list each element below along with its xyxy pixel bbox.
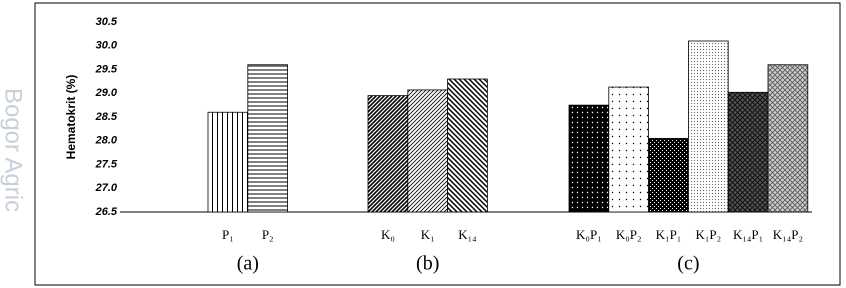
x-tick-label: K₁P₁ bbox=[656, 227, 682, 242]
y-tick-label: 29.5 bbox=[95, 63, 118, 75]
group-label: (a) bbox=[237, 253, 259, 275]
x-tick-label: P₁ bbox=[222, 227, 234, 242]
frame bbox=[34, 2, 841, 286]
watermark: Bogor Agric bbox=[0, 88, 27, 212]
x-tick-label: K₁ bbox=[421, 227, 435, 242]
y-tick-label: 28.5 bbox=[95, 111, 118, 123]
bar bbox=[648, 137, 689, 213]
bar bbox=[207, 111, 249, 213]
bar bbox=[688, 40, 729, 213]
x-tick-label: K₁₄P₁ bbox=[733, 227, 763, 242]
x-tick-label: K₁₄P₂ bbox=[773, 227, 803, 242]
y-tick-label: 29.0 bbox=[95, 87, 118, 99]
y-tick-label: 30.0 bbox=[96, 40, 118, 52]
bar bbox=[568, 104, 610, 213]
y-axis-label: Hematokrit (%) bbox=[64, 75, 78, 160]
x-tick-label: K₀P₁ bbox=[576, 227, 602, 242]
y-tick-label: 26.5 bbox=[95, 206, 118, 218]
x-tick-label: K₁P₂ bbox=[695, 227, 721, 242]
bar bbox=[727, 91, 769, 213]
bar bbox=[247, 64, 289, 213]
group-label: (b) bbox=[416, 253, 439, 275]
bar bbox=[447, 78, 488, 213]
y-tick-label: 28.0 bbox=[95, 135, 118, 147]
bar bbox=[767, 64, 809, 213]
bar bbox=[367, 95, 409, 213]
y-tick-label: 27.5 bbox=[95, 158, 118, 170]
group-label: (c) bbox=[677, 253, 699, 275]
y-tick-label: 30.5 bbox=[96, 16, 118, 28]
x-tick-label: K₀P₂ bbox=[616, 227, 642, 242]
bar bbox=[407, 89, 448, 213]
x-tick-label: K₀ bbox=[381, 227, 395, 242]
y-tick-label: 27.0 bbox=[95, 182, 118, 194]
x-tick-label: P₂ bbox=[262, 227, 274, 242]
bar bbox=[608, 86, 649, 213]
x-tick-label: K₁₄ bbox=[458, 227, 477, 242]
